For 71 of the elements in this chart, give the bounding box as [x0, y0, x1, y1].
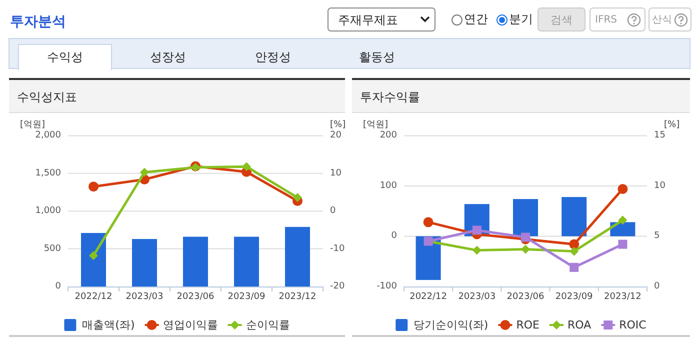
x-tick-label: 2023/03 — [458, 292, 496, 302]
legend-label: 순이익률 — [246, 318, 290, 332]
legend-label: ROA — [567, 318, 592, 332]
text: 안정성 — [255, 50, 291, 64]
y2-axis-title: [%] — [664, 120, 680, 130]
y-tick-label: 500 — [44, 244, 62, 254]
legend-label: 매출액(좌) — [82, 318, 135, 332]
point — [423, 217, 434, 228]
y2-tick-label: -10 — [330, 244, 345, 254]
point — [472, 246, 482, 255]
text: 수익성 — [47, 50, 83, 64]
text: 투자분석 — [10, 14, 66, 30]
chart-title: 투자수익률 — [360, 90, 420, 104]
text: IFRS — [595, 14, 617, 26]
point — [472, 226, 482, 235]
x-tick-label: 2022/12 — [74, 292, 112, 302]
text: 성장성 — [150, 50, 186, 64]
bar — [513, 199, 538, 236]
y2-tick-label: 20 — [330, 130, 342, 141]
text: 검색 — [550, 14, 572, 26]
x-tick-label: 2023/06 — [176, 292, 214, 302]
y2-tick-label: 10 — [330, 168, 342, 178]
y-tick-label: 100 — [380, 180, 398, 191]
point — [618, 216, 628, 225]
y2-tick-label: 0 — [654, 282, 660, 292]
point — [88, 182, 98, 192]
bar — [610, 222, 636, 236]
x-tick-label: 2022/12 — [410, 292, 447, 302]
point — [89, 251, 98, 260]
y-tick-label: -100 — [376, 282, 398, 292]
chart-title: 수익성지표 — [17, 90, 77, 104]
x-tick-label: 2023/06 — [506, 292, 544, 302]
y2-tick-label: 10 — [654, 180, 666, 191]
legend-label: 영업이익률 — [162, 318, 218, 332]
point — [521, 232, 530, 242]
x-tick-label: 2023/12 — [604, 292, 642, 302]
x-tick-label: 2023/03 — [126, 292, 164, 302]
point — [569, 239, 580, 250]
y-tick-label: 0 — [391, 231, 398, 242]
point — [618, 184, 628, 194]
y2-tick-label: 0 — [330, 206, 336, 216]
legend-label: ROE — [516, 318, 540, 332]
y2-tick-label: 5 — [654, 231, 660, 242]
text: 산식 — [652, 14, 672, 26]
y-tick-label: 1,000 — [35, 206, 62, 216]
legend-label: 당기순이익(좌) — [414, 318, 488, 332]
y2-tick-label: -20 — [330, 282, 345, 292]
point — [570, 246, 579, 256]
text: 분기 — [509, 12, 533, 26]
point — [140, 168, 149, 177]
bar — [562, 197, 587, 236]
y-tick-label: 0 — [55, 282, 62, 292]
y2-axis-title: [%] — [330, 120, 346, 130]
point — [242, 162, 251, 172]
y-axis-title: [억원] — [20, 120, 46, 130]
x-tick-label: 2023/09 — [555, 292, 594, 302]
text: 활동성 — [359, 50, 395, 64]
text: 연간 — [464, 12, 488, 26]
point — [521, 244, 530, 254]
point — [570, 262, 579, 272]
legend-label: ROIC — [619, 318, 647, 332]
y-tick-label: 1,500 — [35, 168, 62, 178]
y-axis-title: [억원] — [363, 120, 388, 130]
x-tick-label: 2023/09 — [228, 292, 266, 302]
point — [618, 240, 628, 249]
x-tick-label: 2023/12 — [278, 292, 316, 302]
point — [293, 193, 302, 202]
y2-tick-label: 15 — [654, 130, 666, 141]
y-tick-label: 2,000 — [35, 130, 62, 141]
y-tick-label: 200 — [380, 130, 398, 141]
text: 주재무제표 — [338, 13, 398, 27]
